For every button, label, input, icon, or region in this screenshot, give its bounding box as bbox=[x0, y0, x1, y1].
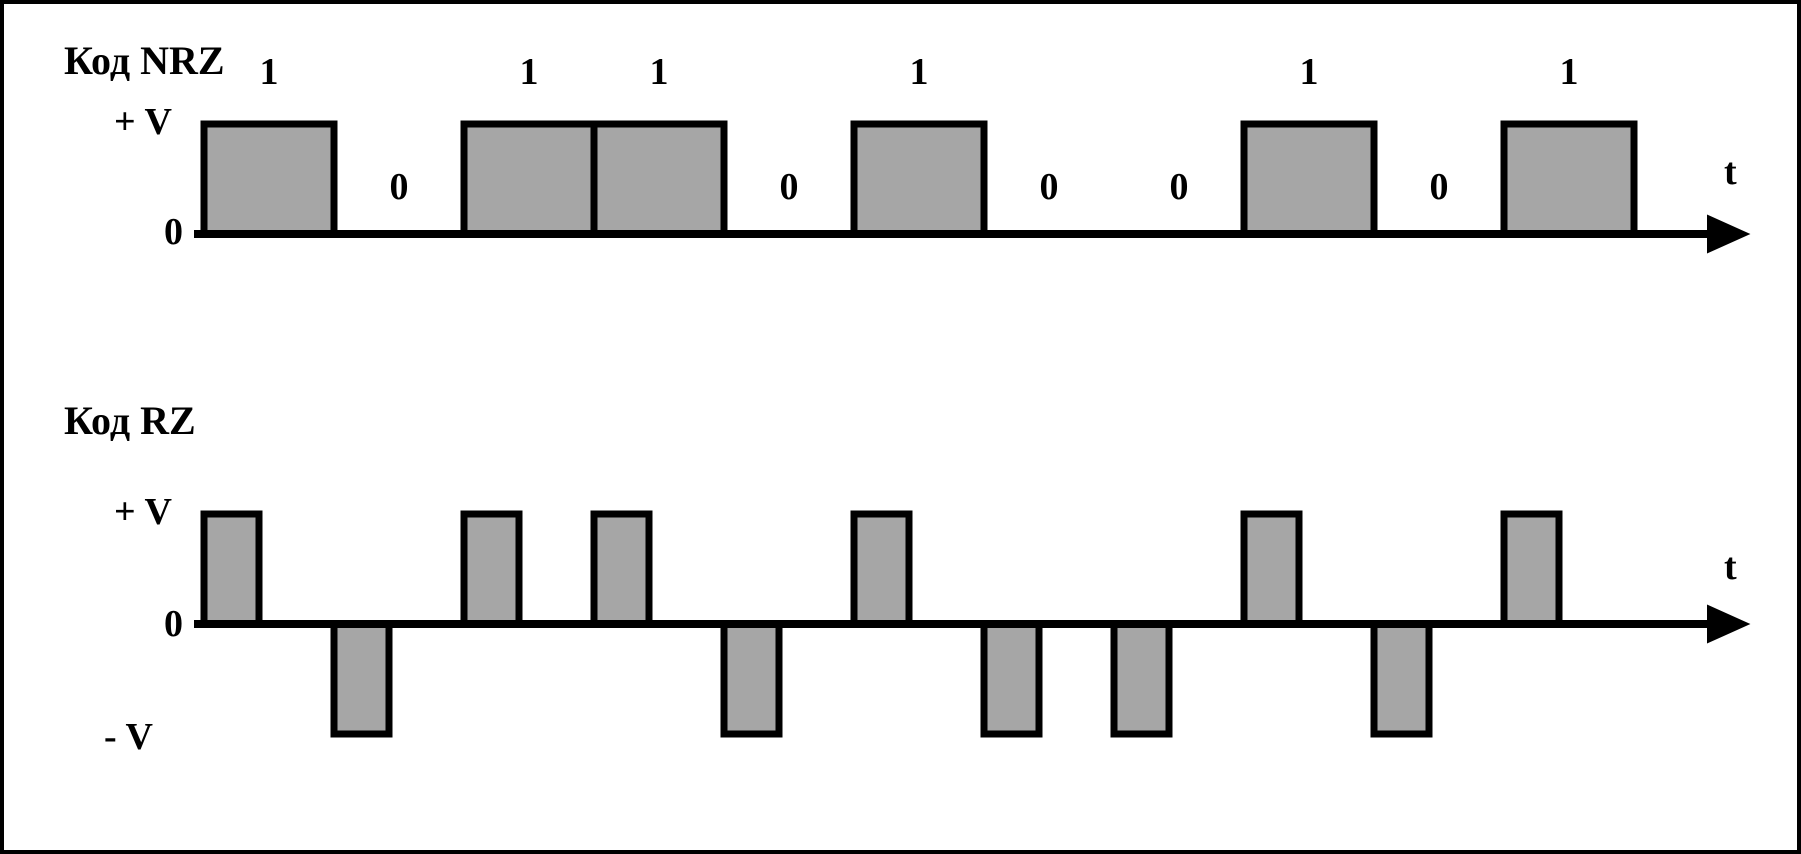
nrz-bit-label-8: 1 bbox=[1300, 51, 1319, 93]
rz-pulse-neg-bit-9 bbox=[1374, 624, 1429, 734]
rz-minus-v-label: - V bbox=[104, 716, 153, 758]
rz-pulse-neg-bit-7 bbox=[1114, 624, 1169, 734]
nrz-pulse-bit-0 bbox=[204, 124, 334, 234]
nrz-arrowhead bbox=[1708, 216, 1748, 252]
nrz-bit-label-7: 0 bbox=[1170, 166, 1189, 208]
nrz-bit-label-0: 1 bbox=[260, 51, 279, 93]
rz-pulse-neg-bit-4 bbox=[724, 624, 779, 734]
rz-pulse-neg-bit-1 bbox=[334, 624, 389, 734]
rz-pulse-pos-bit-3 bbox=[594, 514, 649, 624]
nrz-zero-label: 0 bbox=[164, 211, 183, 253]
rz-t-label: t bbox=[1724, 546, 1737, 588]
nrz-pulse-bit-10 bbox=[1504, 124, 1634, 234]
nrz-t-label: t bbox=[1724, 151, 1737, 193]
nrz-bit-label-3: 1 bbox=[650, 51, 669, 93]
rz-pulse-pos-bit-10 bbox=[1504, 514, 1559, 624]
nrz-bit-label-2: 1 bbox=[520, 51, 539, 93]
nrz-bit-label-4: 0 bbox=[780, 166, 799, 208]
encoding-diagram-svg: Код NRZ + V 0 t 1 0 1 1 0 1 0 0 1 0 1 Код RZ + V 0 - V t bbox=[4, 4, 1797, 850]
rz-pulse-pos-bit-8 bbox=[1244, 514, 1299, 624]
nrz-bit-label-10: 1 bbox=[1560, 51, 1579, 93]
nrz-pulse-bit-3 bbox=[594, 124, 724, 234]
rz-pulse-pos-bit-5 bbox=[854, 514, 909, 624]
nrz-pulse-bit-5 bbox=[854, 124, 984, 234]
rz-arrowhead bbox=[1708, 606, 1748, 642]
nrz-plus-v-label: + V bbox=[114, 101, 172, 143]
rz-title: Код RZ bbox=[64, 398, 196, 443]
nrz-bit-label-9: 0 bbox=[1430, 166, 1449, 208]
nrz-pulse-bit-8 bbox=[1244, 124, 1374, 234]
rz-pulse-pos-bit-0 bbox=[204, 514, 259, 624]
rz-pulse-pos-bit-2 bbox=[464, 514, 519, 624]
rz-pulse-neg-bit-6 bbox=[984, 624, 1039, 734]
diagram-frame: Код NRZ + V 0 t 1 0 1 1 0 1 0 0 1 0 1 Код RZ + V 0 - V t bbox=[0, 0, 1801, 854]
nrz-bit-label-1: 0 bbox=[390, 166, 409, 208]
rz-zero-label: 0 bbox=[164, 603, 183, 645]
nrz-pulse-bit-2 bbox=[464, 124, 594, 234]
nrz-title: Код NRZ bbox=[64, 38, 225, 83]
nrz-bit-label-6: 0 bbox=[1040, 166, 1059, 208]
rz-plus-v-label: + V bbox=[114, 491, 172, 533]
nrz-bit-label-5: 1 bbox=[910, 51, 929, 93]
